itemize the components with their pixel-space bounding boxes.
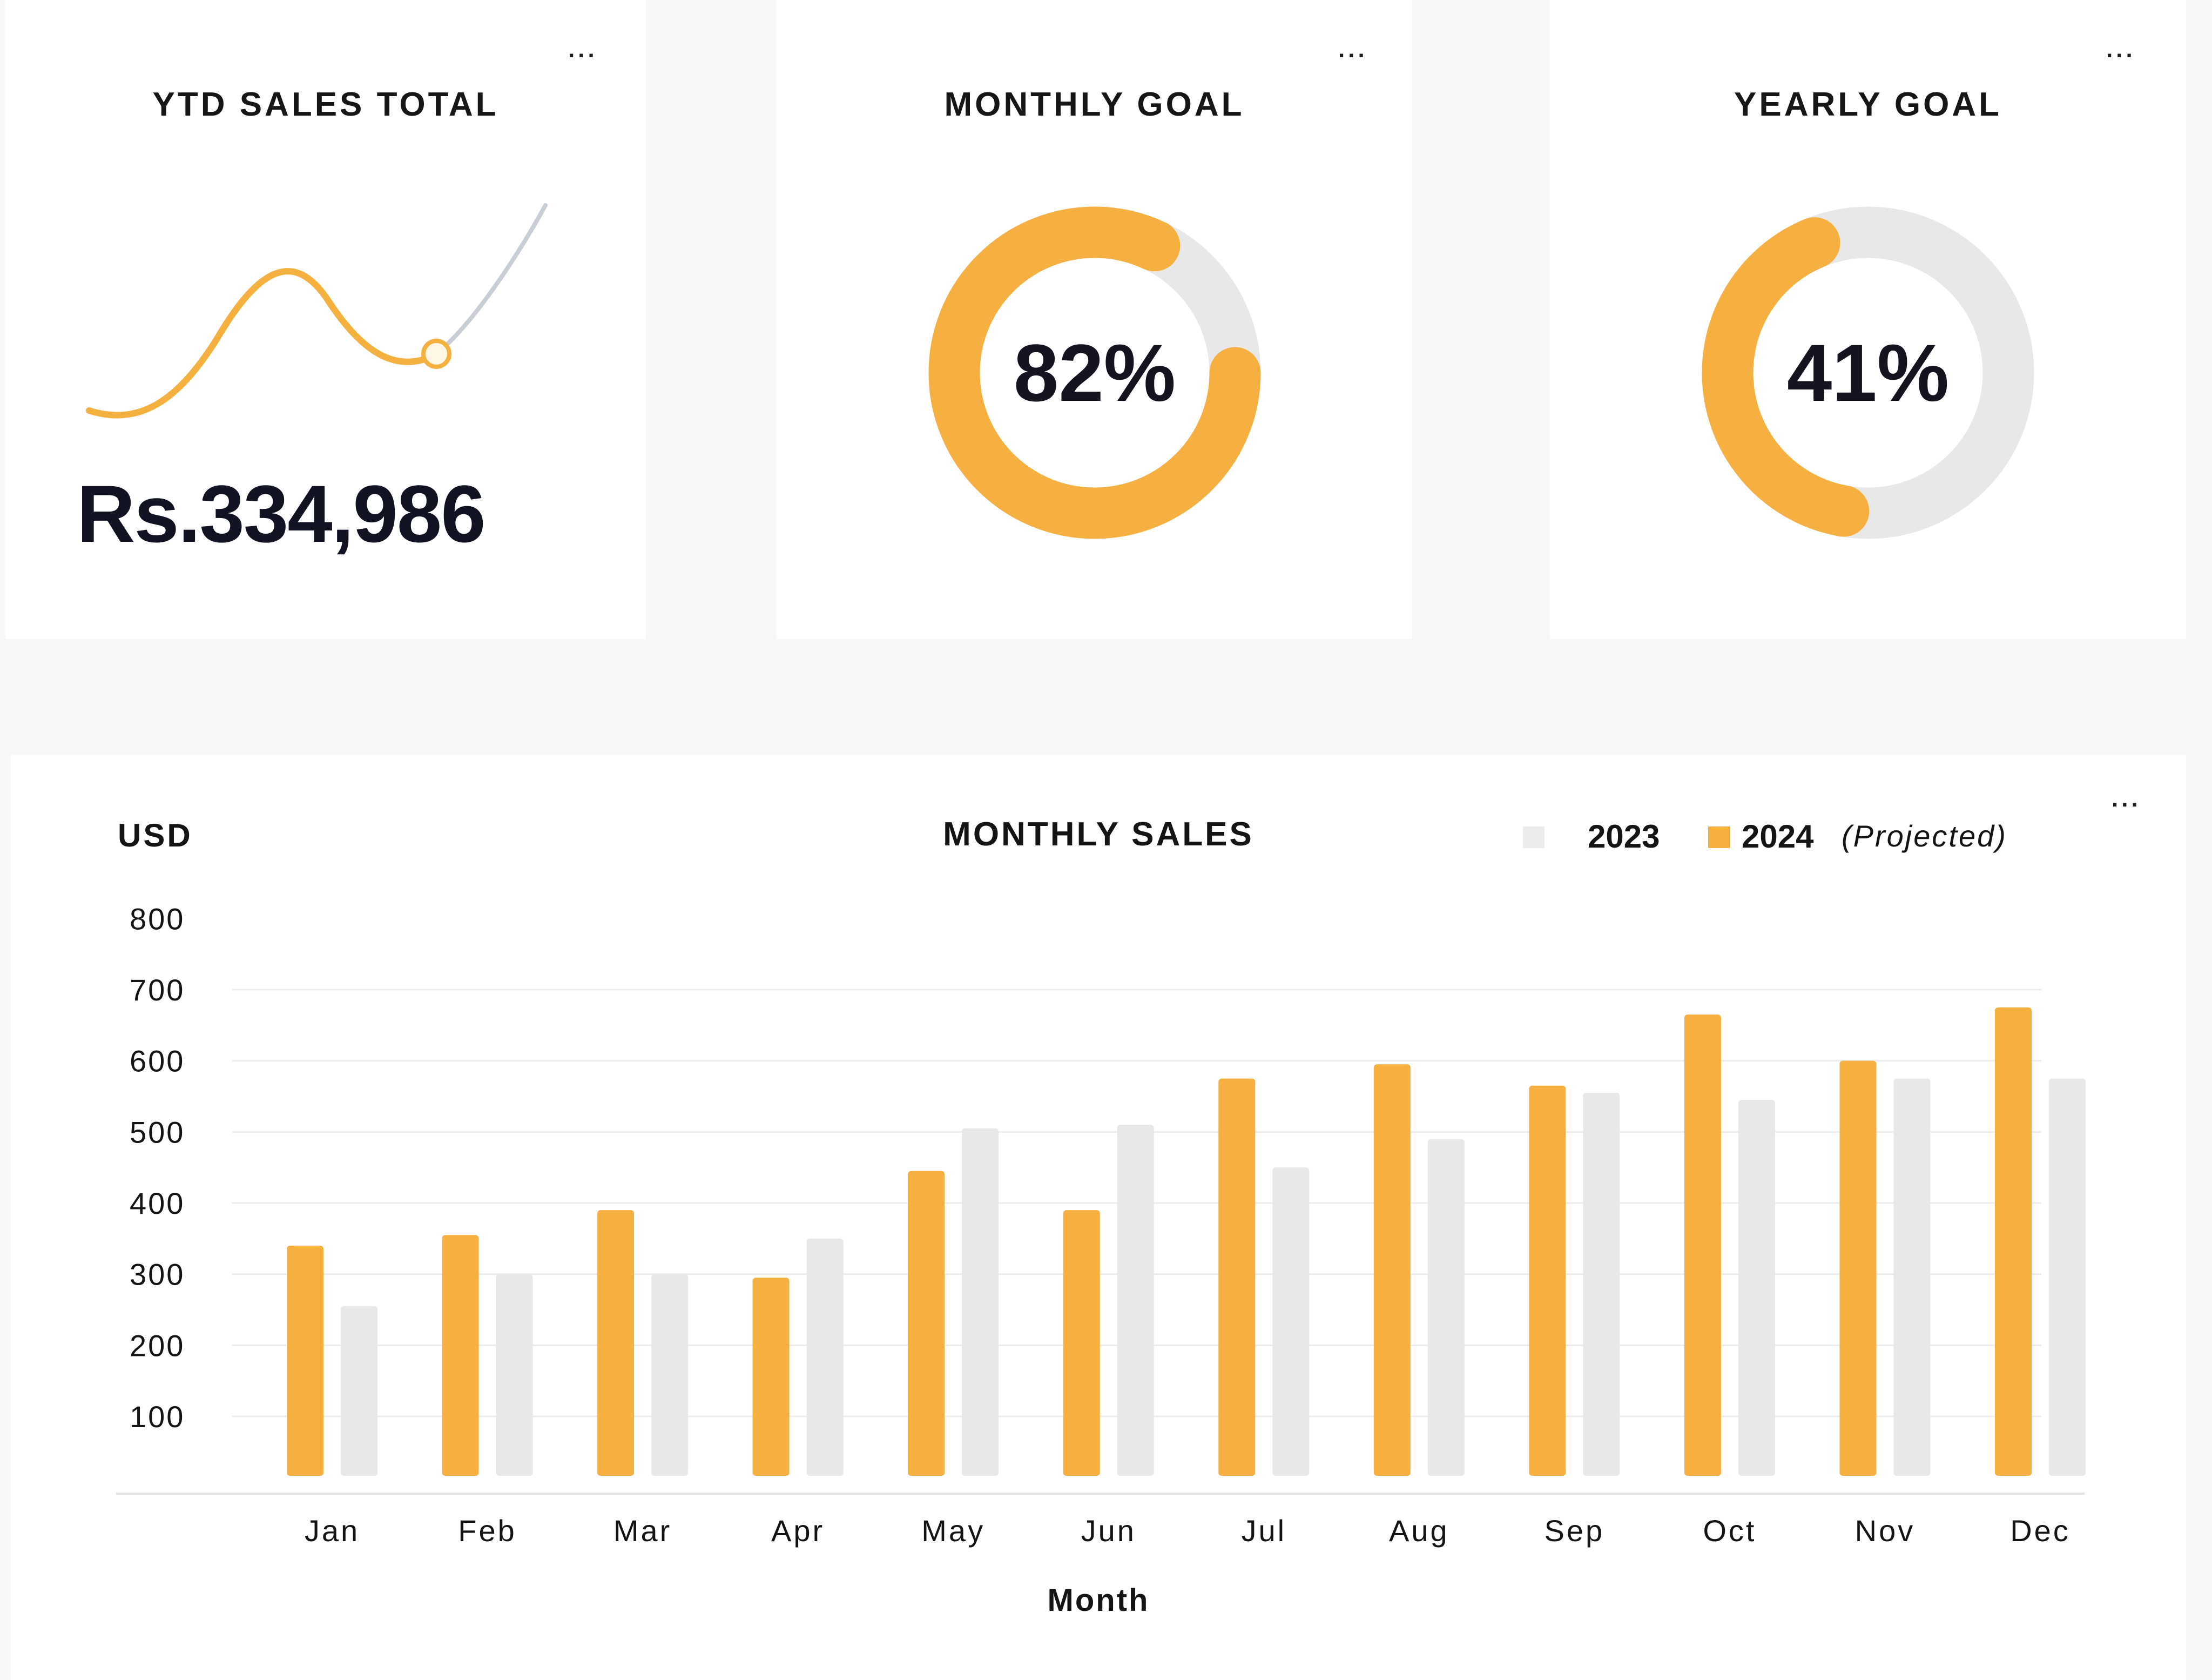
bar-2024-dec (1995, 1007, 2032, 1476)
bar-2023-jul (1272, 1167, 1310, 1476)
ytd-sales-card: ... YTD SALES TOTAL Rs.334,986 (5, 0, 646, 639)
monthly-goal-percent: 82% (1013, 327, 1175, 418)
x-axis-title: Month (1048, 1583, 1150, 1618)
x-tick-label: May (921, 1514, 985, 1548)
bar-2024-nov (1839, 1060, 1877, 1476)
monthly-sales-chart: USD MONTHLY SALES 2023 2024 (Projected) … (116, 816, 2086, 1618)
bar-2023-jun (1117, 1125, 1154, 1476)
ytd-sparkline-projection (430, 203, 548, 359)
monthly-sales-card: ... USD MONTHLY SALES 2023 2024 (Project… (11, 755, 2186, 1680)
y-tick-label: 400 (130, 1186, 185, 1220)
bar-2024-sep (1529, 1085, 1566, 1476)
x-tick-label: Aug (1389, 1514, 1449, 1548)
yearly-goal-card: ... YEARLY GOAL 41% (1550, 0, 2186, 639)
x-tick-label: Feb (458, 1514, 517, 1548)
x-tick-label: Dec (2010, 1514, 2071, 1548)
bar-2023-feb (496, 1274, 533, 1476)
bar-2024-apr (752, 1278, 790, 1476)
yearly-goal-percent: 41% (1787, 327, 1949, 418)
x-tick-label: Apr (771, 1514, 825, 1548)
monthly-goal-gauge: 82% (928, 206, 1260, 539)
bar-2023-mar (651, 1274, 689, 1476)
yearly-goal-title: YEARLY GOAL (1734, 86, 2002, 123)
y-tick-label: 100 (130, 1400, 185, 1434)
bar-2024-oct (1684, 1014, 1721, 1476)
ytd-sparkline-marker (421, 339, 451, 369)
y-axis-unit-label: USD (118, 817, 193, 854)
monthly-gauge-fill (928, 206, 1260, 539)
yearly-goal-gauge: 41% (1702, 206, 2034, 539)
legend-swatch-2024 (1708, 826, 1730, 848)
y-tick-label: 600 (130, 1044, 185, 1078)
ytd-sparkline (86, 203, 548, 419)
bar-2024-mar (597, 1210, 635, 1476)
legend-label-projected: (Projected) (1842, 819, 2007, 853)
x-tick-label: Jun (1081, 1514, 1136, 1548)
bar-2024-jan (287, 1246, 323, 1476)
chart-title: MONTHLY SALES (943, 816, 1254, 853)
ytd-sparkline-line (86, 268, 435, 419)
y-tick-label: 800 (130, 902, 185, 936)
y-tick-label: 700 (130, 973, 185, 1007)
monthly-goal-title: MONTHLY GOAL (944, 86, 1245, 123)
chart-more-menu-icon[interactable]: ... (2112, 785, 2141, 812)
bar-2023-sep (1583, 1092, 1620, 1476)
ytd-sales-title: YTD SALES TOTAL (152, 86, 499, 123)
x-tick-label: Sep (1545, 1514, 1605, 1548)
x-tick-label: Oct (1703, 1514, 1756, 1548)
y-tick-label: 300 (130, 1258, 185, 1292)
bar-2024-jul (1218, 1078, 1256, 1476)
bar-2024-may (908, 1171, 945, 1476)
x-tick-label: Jan (305, 1514, 360, 1548)
yearly-more-menu-icon[interactable]: ... (2106, 36, 2136, 63)
yearly-gauge-fill (1702, 206, 2034, 539)
bar-2024-aug (1373, 1064, 1411, 1476)
legend-label-2024: 2024 (1742, 818, 1814, 855)
legend-swatch-2023 (1523, 826, 1545, 848)
x-tick-label: Jul (1241, 1514, 1286, 1548)
bar-2023-dec (2049, 1078, 2086, 1476)
bar-2023-oct (1738, 1100, 1775, 1476)
bar-2024-jun (1063, 1210, 1100, 1476)
bar-2023-apr (806, 1238, 844, 1476)
legend-label-2023: 2023 (1588, 818, 1660, 855)
bar-2023-nov (1893, 1078, 1931, 1476)
x-tick-label: Nov (1855, 1514, 1916, 1548)
bar-2024-feb (442, 1235, 479, 1476)
ytd-sales-value: Rs.334,986 (77, 468, 486, 559)
ytd-more-menu-icon[interactable]: ... (568, 36, 598, 63)
monthly-goal-card: ... MONTHLY GOAL 82% (777, 0, 1412, 639)
x-tick-label: Mar (613, 1514, 672, 1548)
monthly-more-menu-icon[interactable]: ... (1338, 36, 1368, 63)
bar-2023-aug (1427, 1139, 1465, 1476)
bar-2023-may (962, 1128, 999, 1476)
y-tick-label: 500 (130, 1115, 185, 1149)
bar-2023-jan (341, 1306, 377, 1476)
y-tick-label: 200 (130, 1328, 185, 1362)
